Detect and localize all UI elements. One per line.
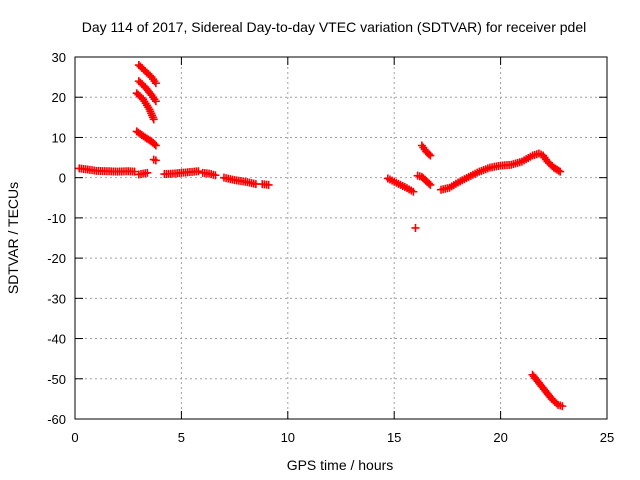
x-tick-label: 25: [600, 430, 614, 445]
data-point: [409, 187, 418, 196]
data-segment: [528, 370, 567, 411]
y-axis-label: SDTVAR / TECUs: [5, 182, 21, 294]
tick-labels: 30 20 10 0 -10 -20 -30 -40 -50 -60 0 5 10 15 20 25: [47, 50, 614, 445]
data-segment: [134, 168, 152, 179]
data-point: [150, 140, 159, 149]
y-tick-label: -60: [47, 412, 66, 427]
y-tick-label: -30: [47, 291, 66, 306]
axis-ticks: [74, 56, 608, 420]
data-point: [151, 141, 160, 150]
data-point: [151, 97, 160, 106]
data-point: [130, 167, 139, 176]
y-tick-label: -40: [47, 332, 66, 347]
data-point: [556, 167, 565, 176]
data-segment: [413, 171, 435, 189]
y-tick-label: -50: [47, 372, 66, 387]
data-point: [149, 115, 158, 124]
data-segment: [437, 149, 565, 194]
plot-frame: [74, 56, 608, 420]
data-point: [424, 179, 433, 188]
data-point: [558, 402, 567, 411]
data-point: [264, 180, 273, 189]
data-segment: [160, 167, 203, 179]
x-tick-label: 0: [71, 430, 78, 445]
data-segment: [383, 174, 418, 196]
data-segment: [132, 89, 158, 124]
x-tick-label: 5: [178, 430, 185, 445]
data-segment: [411, 223, 420, 232]
data-point: [143, 168, 152, 177]
chart-title: Day 114 of 2017, Sidereal Day-to-day VTE…: [82, 19, 586, 35]
y-tick-label: -20: [47, 251, 66, 266]
data-segment: [134, 61, 160, 88]
data-points: [75, 61, 567, 411]
data-point: [211, 171, 220, 180]
grid: [75, 57, 607, 419]
data-point: [554, 166, 563, 175]
data-point: [151, 156, 160, 165]
data-point: [194, 167, 203, 176]
x-tick-label: 15: [387, 430, 401, 445]
data-segment: [149, 155, 160, 165]
data-segment: [417, 141, 435, 160]
x-tick-label: 20: [493, 430, 507, 445]
data-point: [426, 151, 435, 160]
y-tick-label: 20: [52, 90, 66, 105]
data-segment: [219, 173, 260, 189]
data-segment: [134, 77, 160, 106]
y-tick-label: -10: [47, 211, 66, 226]
data-segment: [258, 180, 273, 189]
y-tick-label: 0: [59, 171, 66, 186]
y-tick-label: 30: [52, 50, 66, 65]
x-axis-label: GPS time / hours: [287, 457, 394, 473]
data-point: [426, 180, 435, 189]
data-point: [151, 79, 160, 88]
data-point: [411, 223, 420, 232]
data-segment: [75, 164, 139, 176]
y-tick-label: 10: [52, 130, 66, 145]
data-point: [424, 150, 433, 159]
x-tick-label: 10: [281, 430, 295, 445]
data-segment: [132, 127, 160, 150]
data-segment: [198, 168, 220, 180]
